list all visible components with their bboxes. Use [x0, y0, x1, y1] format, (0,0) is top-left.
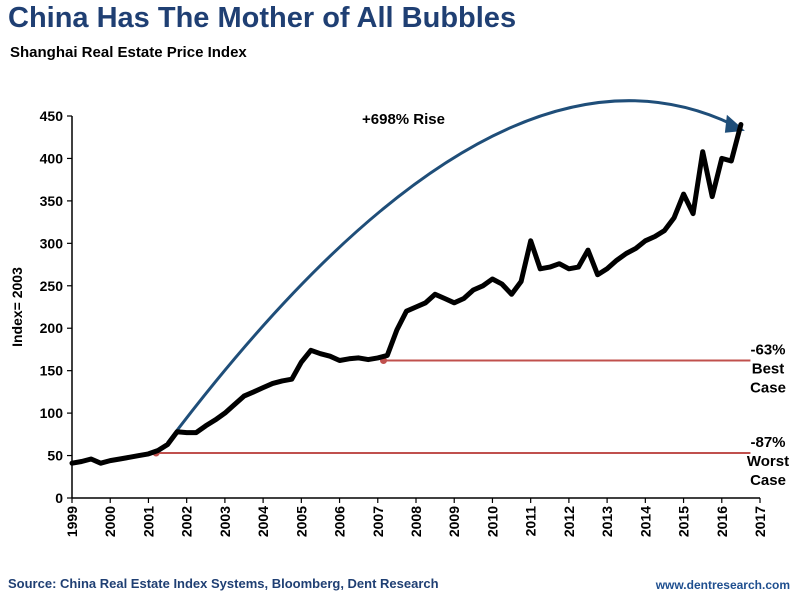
y-tick-label: 250	[40, 278, 64, 294]
x-axis-ticks: 1999 2000 2001 2002 2003 2004 2005 2006 2007 2008…	[64, 498, 768, 537]
source-note: Source: China Real Estate Index Systems,…	[8, 576, 439, 591]
x-tick-label: 2005	[293, 506, 309, 537]
y-tick-label: 450	[40, 108, 64, 124]
y-tick-label: 150	[40, 363, 64, 379]
x-tick-label: 2008	[408, 506, 424, 537]
reference-case-label: Best	[752, 360, 785, 377]
y-tick-label: 0	[55, 490, 63, 506]
x-tick-label: 2009	[446, 506, 462, 537]
reference-case-label-2: Case	[750, 472, 786, 489]
reference-lines: -63% Best Case -87% Worst Case	[152, 341, 789, 489]
x-tick-label: 2001	[140, 506, 156, 537]
y-tick-label: 400	[40, 150, 64, 166]
y-tick-label: 50	[47, 448, 63, 464]
chart-subtitle: Shanghai Real Estate Price Index	[10, 44, 247, 61]
x-tick-label: 2010	[484, 506, 500, 537]
x-tick-label: 2007	[370, 506, 386, 537]
x-tick-label: 2004	[255, 506, 271, 537]
y-tick-label: 300	[40, 235, 64, 251]
x-tick-label: 2006	[332, 506, 348, 537]
rise-arrow: +698% Rise	[166, 99, 745, 444]
x-tick-label: 2003	[217, 506, 233, 537]
x-tick-label: 2014	[637, 506, 653, 537]
website-url[interactable]: www.dentresearch.com	[655, 578, 790, 592]
rise-label: +698% Rise	[362, 111, 445, 128]
y-axis-ticks: 0 50 100 150 200 250 300 350 400 450	[40, 108, 72, 506]
x-tick-label: 1999	[64, 506, 80, 537]
x-tick-label: 2016	[714, 506, 730, 537]
chart-title: China Has The Mother of All Bubbles	[8, 2, 517, 34]
x-tick-label: 2013	[599, 506, 615, 537]
x-tick-label: 2012	[561, 506, 577, 537]
x-tick-label: 2000	[102, 506, 118, 537]
y-tick-label: 200	[40, 320, 64, 336]
reference-case-label: Worst	[747, 453, 789, 470]
y-tick-label: 100	[40, 405, 64, 421]
reference-case-label-2: Case	[750, 379, 786, 396]
y-axis-label: Index= 2003	[9, 267, 25, 347]
y-tick-label: 350	[40, 193, 64, 209]
rise-arrow-curve	[166, 99, 734, 444]
x-tick-label: 2017	[752, 506, 768, 537]
x-tick-label: 2011	[523, 506, 539, 537]
index-series-line	[69, 122, 744, 466]
reference-pct-label: -63%	[750, 341, 785, 358]
reference-pct-label: -87%	[750, 434, 785, 451]
x-tick-label: 2015	[676, 506, 692, 537]
x-tick-label: 2002	[179, 506, 195, 537]
